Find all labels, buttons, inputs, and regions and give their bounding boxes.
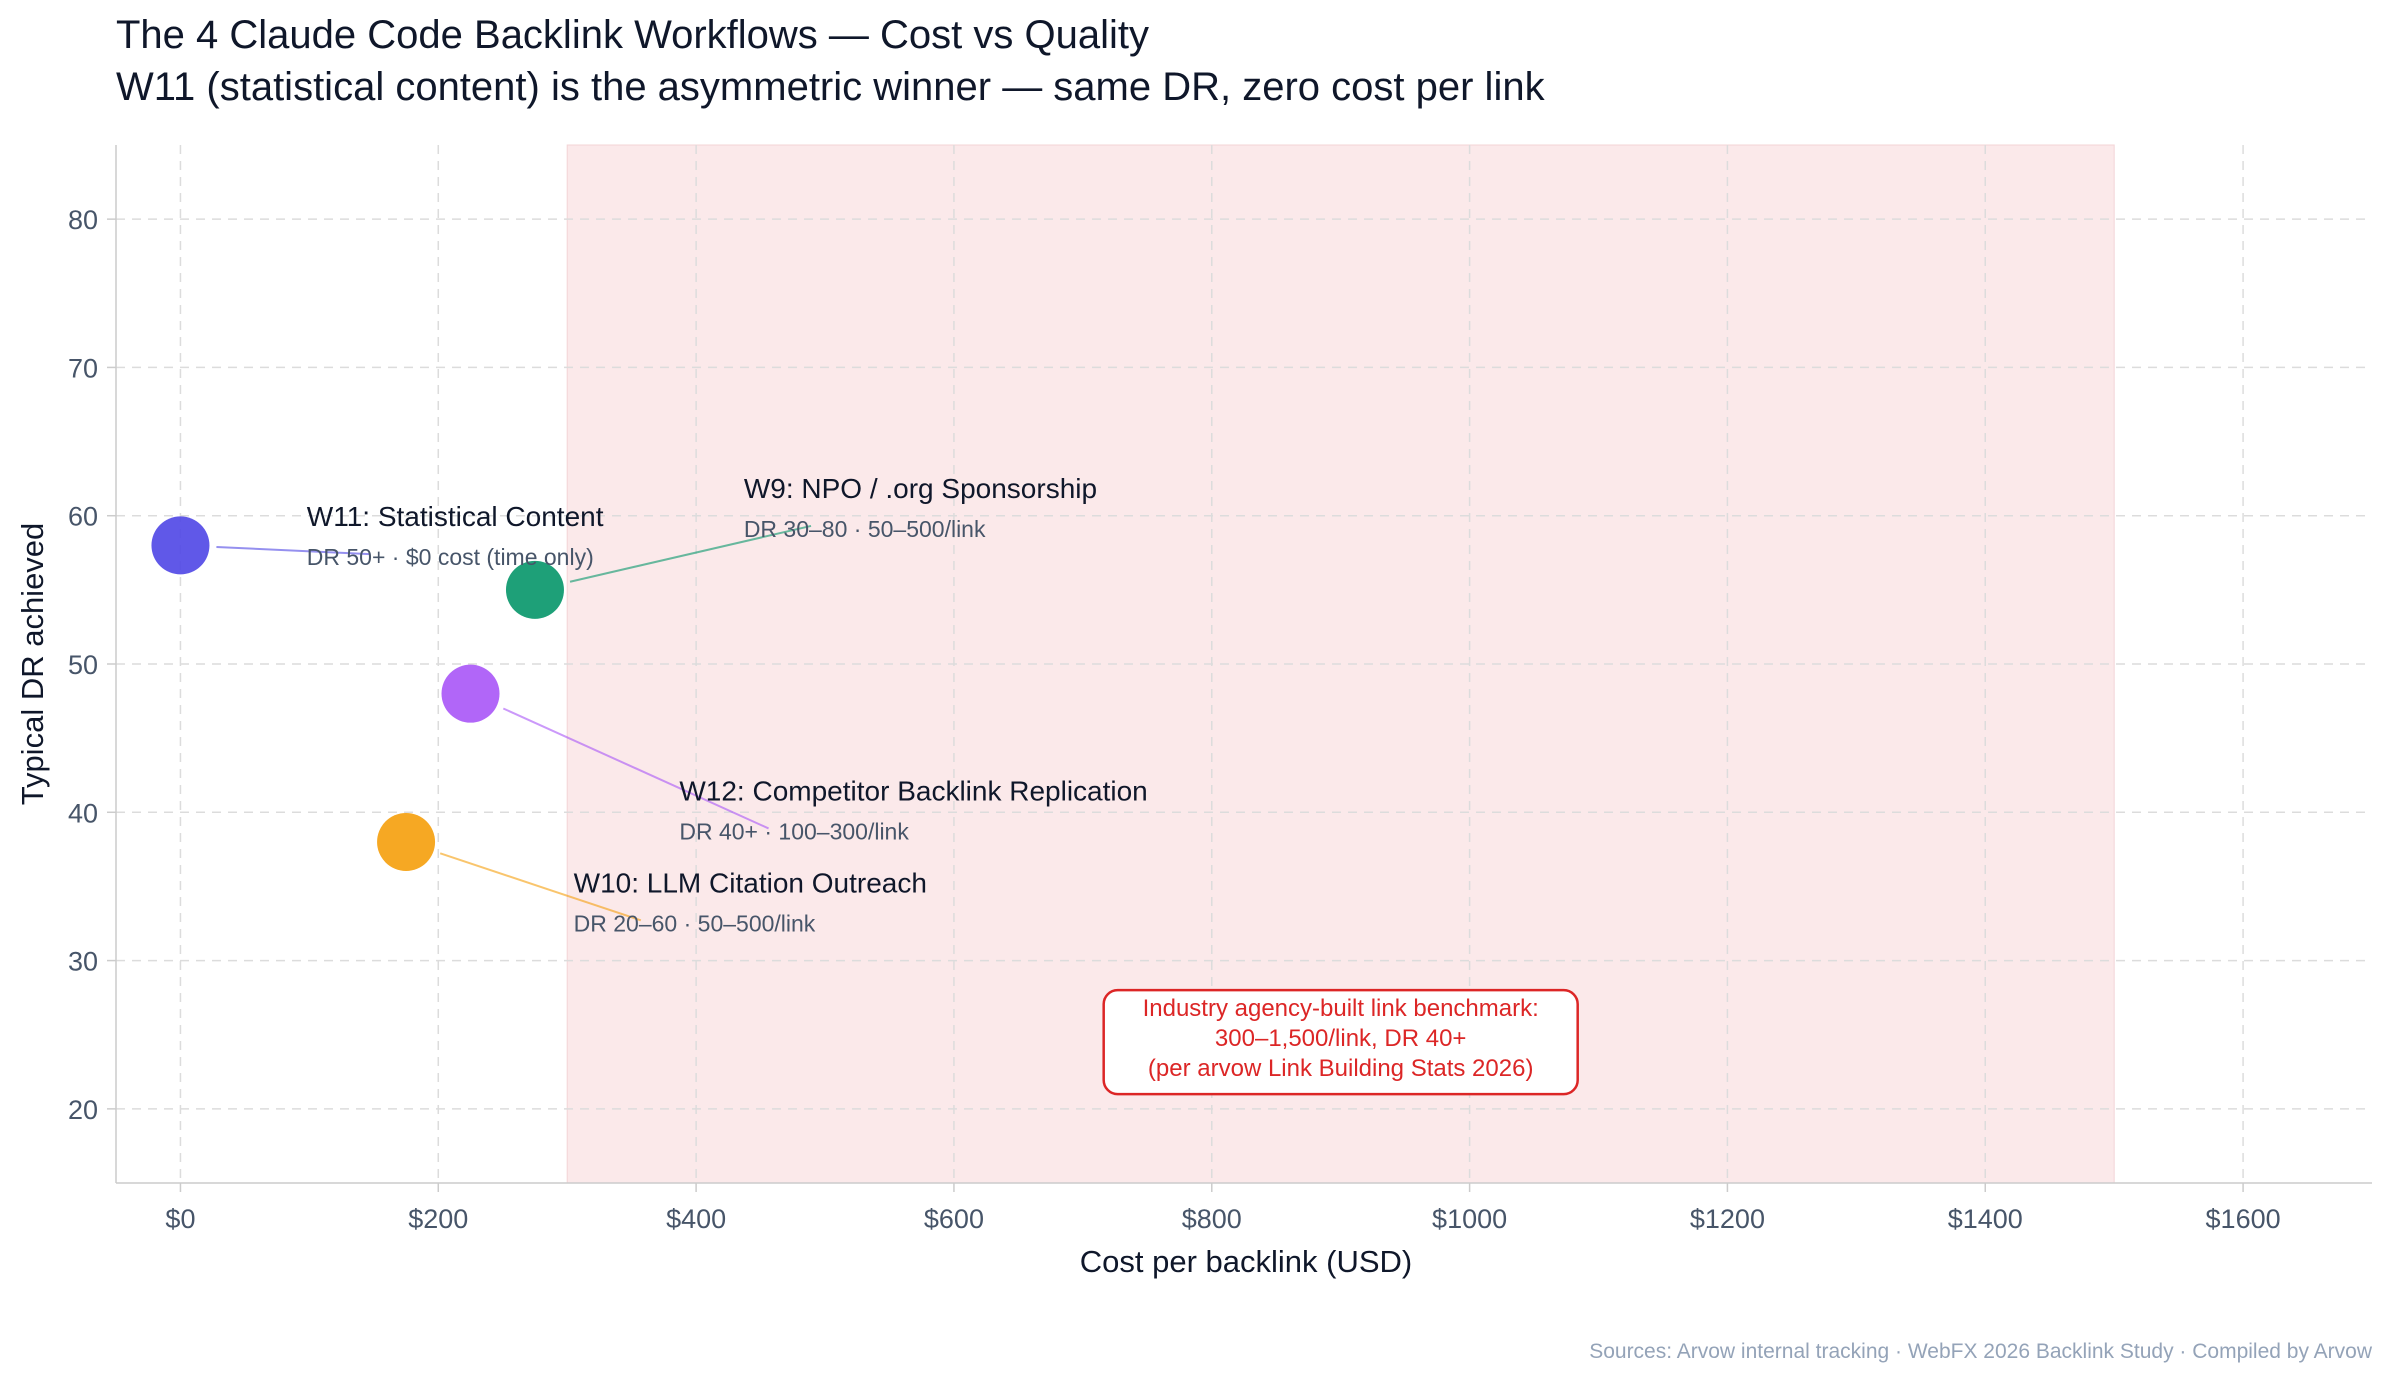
point-sublabel: DR 40+ · 100–300/link xyxy=(679,818,909,844)
benchmark-text-line: Industry agency-built link benchmark: xyxy=(1143,995,1539,1022)
y-tick-label: 20 xyxy=(68,1095,98,1125)
y-tick-label: 60 xyxy=(68,502,98,532)
data-point xyxy=(441,664,500,723)
x-tick-label: $600 xyxy=(924,1204,984,1234)
y-tick-label: 50 xyxy=(68,650,98,680)
y-tick-label: 30 xyxy=(68,947,98,977)
benchmark-text-line: 300–1,500/link, DR 40+ xyxy=(1215,1025,1467,1052)
point-leader-line xyxy=(569,524,812,583)
point-label: W10: LLM Citation Outreach xyxy=(574,867,927,898)
x-tick-label: $1600 xyxy=(2206,1204,2281,1234)
x-tick-label: $1400 xyxy=(1948,1204,2023,1234)
y-tick-label: 40 xyxy=(68,798,98,828)
x-tick-label: $0 xyxy=(165,1204,195,1234)
data-point xyxy=(377,812,436,871)
chart-subtitle: W11 (statistical content) is the asymmet… xyxy=(116,65,1546,109)
point-sublabel: DR 20–60 · 50–500/link xyxy=(574,910,816,936)
benchmark-text-line: (per arvow Link Building Stats 2026) xyxy=(1148,1055,1534,1082)
x-tick-label: $1000 xyxy=(1432,1204,1507,1234)
y-tick-label: 80 xyxy=(68,205,98,235)
x-tick-label: $200 xyxy=(408,1204,468,1234)
x-tick-label: $400 xyxy=(666,1204,726,1234)
data-point xyxy=(505,560,564,619)
point-leader-line xyxy=(502,707,769,830)
point-leader-line xyxy=(216,546,370,556)
point-sublabel: DR 30–80 · 50–500/link xyxy=(744,516,986,542)
source-note: Sources: Arvow internal tracking · WebFX… xyxy=(1589,1340,2373,1363)
x-tick-label: $800 xyxy=(1182,1204,1242,1234)
plot-area: $0 $200 $400 $600 $800 $1000 $1200 $1400 $1600 20… xyxy=(68,144,2372,1234)
point-label: W9: NPO / .org Sponsorship xyxy=(744,473,1097,504)
x-tick-label: $1200 xyxy=(1690,1204,1765,1234)
y-tick-label: 70 xyxy=(68,353,98,383)
point-leader-line xyxy=(439,852,642,922)
data-point xyxy=(151,516,210,575)
chart-title: The 4 Claude Code Backlink Workflows — C… xyxy=(116,13,1149,57)
x-axis-label: Cost per backlink (USD) xyxy=(1080,1244,1412,1279)
point-label: W12: Competitor Backlink Replication xyxy=(679,775,1147,806)
point-label: W11: Statistical Content xyxy=(307,501,604,532)
point-sublabel: DR 50+ · $0 cost (time only) xyxy=(307,544,594,570)
benchmark-box xyxy=(1102,988,1579,1096)
y-axis-label: Typical DR achieved xyxy=(15,523,50,806)
